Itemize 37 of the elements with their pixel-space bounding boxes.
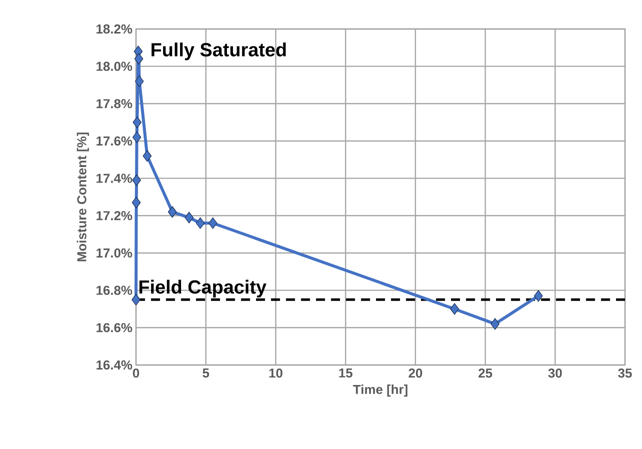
y-tick-label: 17.0% bbox=[96, 248, 132, 258]
point bbox=[134, 75, 144, 88]
y-tick-label: 17.8% bbox=[96, 99, 132, 108]
y-tick-label: 16.8% bbox=[96, 286, 132, 295]
point bbox=[490, 318, 500, 330]
point bbox=[534, 290, 543, 302]
x-tick-label: 35 bbox=[618, 368, 632, 378]
x-tick-label: 30 bbox=[548, 368, 562, 378]
x-tick-label: 15 bbox=[339, 368, 352, 378]
point bbox=[142, 150, 152, 162]
point bbox=[132, 294, 140, 306]
ref-line-label: Field Capacity bbox=[139, 280, 266, 298]
point bbox=[132, 116, 142, 128]
x-tick-label: 10 bbox=[269, 368, 282, 378]
y-tick-label: 16.4% bbox=[96, 360, 132, 370]
x-tick-label: 5 bbox=[202, 368, 210, 378]
x-tick-label: 25 bbox=[478, 368, 492, 378]
x-tick-label: 0 bbox=[132, 368, 140, 378]
annotation: Fully Saturated bbox=[152, 42, 286, 60]
y-tick-label: 18.2% bbox=[96, 24, 132, 34]
x-axis-title: Time [hr] bbox=[353, 384, 408, 397]
y-tick-label: 17.2% bbox=[96, 211, 132, 220]
point bbox=[134, 53, 144, 65]
point bbox=[168, 206, 177, 218]
point bbox=[208, 217, 218, 229]
point bbox=[184, 212, 194, 224]
y-tick-label: 17.6% bbox=[96, 136, 132, 146]
point bbox=[196, 217, 205, 229]
point bbox=[132, 196, 141, 208]
point bbox=[450, 303, 459, 315]
point bbox=[132, 131, 142, 144]
y-axis-title: Moisture Content [%] bbox=[76, 132, 89, 262]
y-tick-label: 16.6% bbox=[96, 323, 132, 332]
y-tick-label: 18.0% bbox=[96, 62, 132, 71]
x-tick-label: 20 bbox=[408, 368, 422, 378]
point bbox=[132, 174, 141, 186]
y-tick-label: 17.4% bbox=[96, 174, 132, 183]
